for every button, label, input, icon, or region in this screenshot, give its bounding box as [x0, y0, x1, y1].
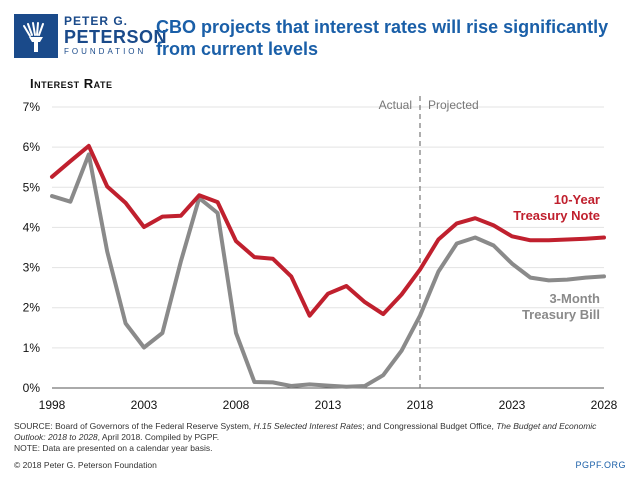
- logo-line-3: FOUNDATION: [64, 47, 147, 56]
- ten-year-series-label: Treasury Note: [513, 208, 600, 223]
- source-title-1: H.15 Selected Interest Rates: [253, 421, 363, 431]
- y-tick-label: 6%: [23, 140, 41, 154]
- y-tick-label: 5%: [23, 180, 41, 194]
- actual-label: Actual: [379, 98, 412, 112]
- y-axis-label: Interest Rate: [30, 76, 113, 91]
- data-note: NOTE: Data are presented on a calendar y…: [14, 443, 213, 453]
- copyright: © 2018 Peter G. Peterson Foundation: [14, 460, 157, 470]
- y-tick-label: 0%: [23, 381, 41, 395]
- y-tick-label: 3%: [23, 261, 41, 275]
- three-month-treasury-line: [50, 152, 606, 389]
- ten-year-series-label: 10-Year: [554, 192, 600, 207]
- three-month-series-label: Treasury Bill: [522, 307, 600, 322]
- source-note: SOURCE: Board of Governors of the Federa…: [14, 421, 614, 454]
- source-prefix: SOURCE: Board of Governors of the Federa…: [14, 421, 254, 431]
- ten-year-treasury-line: [50, 143, 606, 318]
- x-tick-label: 2008: [223, 398, 250, 412]
- y-tick-label: 1%: [23, 341, 41, 355]
- x-tick-label: 2013: [315, 398, 342, 412]
- y-tick-label: 4%: [23, 220, 41, 234]
- y-tick-label: 2%: [23, 301, 41, 315]
- source-title-2: The Budget and Economic Outlook: 2018 to…: [14, 421, 597, 442]
- x-tick-label: 2028: [591, 398, 618, 412]
- x-tick-label: 2018: [407, 398, 434, 412]
- source-mid: ; and Congressional Budget Office,: [362, 421, 497, 431]
- projected-label: Projected: [428, 98, 479, 112]
- x-tick-label: 2023: [499, 398, 526, 412]
- torch-logo-icon: [14, 14, 58, 58]
- source-suffix: , April 2018. Compiled by PGPF.: [97, 432, 220, 442]
- y-tick-label: 7%: [23, 100, 41, 114]
- logo-line-1: PETER G.: [64, 14, 129, 28]
- pgpf-logo: PETER G. PETERSON FOUNDATION: [14, 14, 167, 64]
- chart-title: CBO projects that interest rates will ri…: [156, 17, 609, 59]
- x-tick-label: 2003: [131, 398, 158, 412]
- x-tick-label: 1998: [39, 398, 66, 412]
- three-month-series-label: 3-Month: [549, 291, 600, 306]
- site-link[interactable]: PGPF.ORG: [575, 460, 626, 470]
- logo-line-2: PETERSON: [64, 27, 168, 47]
